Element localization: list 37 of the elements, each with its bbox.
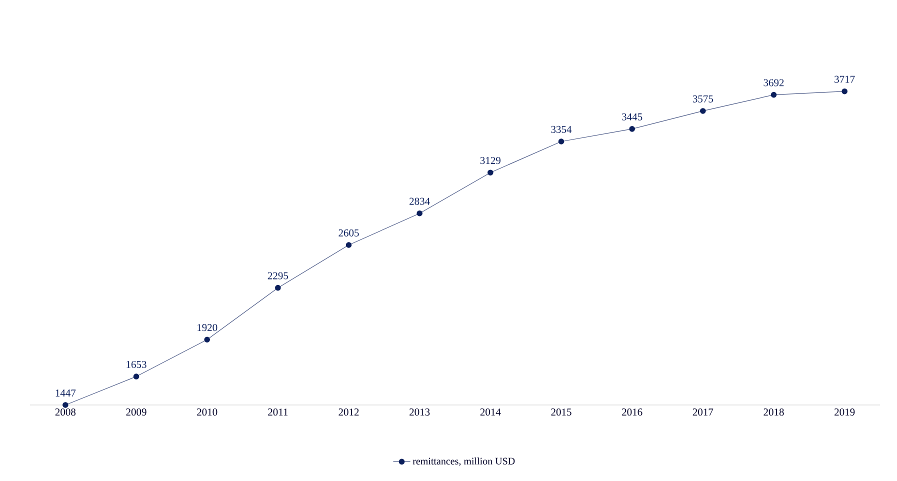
x-tick-label: 2018 [764, 408, 784, 416]
point [416, 210, 422, 216]
x-tick-label: 2013 [410, 408, 430, 416]
x-tick-label: 2012 [338, 408, 359, 416]
point [629, 126, 635, 132]
data-label: 2834 [410, 198, 430, 205]
x-tick-label: 2015 [551, 408, 572, 416]
data-label: 1653 [126, 360, 146, 368]
data-label: 1920 [198, 324, 218, 332]
x-tick-label: 2017 [692, 408, 714, 416]
x-tick-label: 2009 [126, 408, 146, 416]
x-tick-label: 2016 [622, 408, 642, 416]
data-label: 3575 [692, 95, 713, 102]
x-tick-label: 2010 [197, 408, 218, 416]
x-tick-label: 2008 [55, 408, 76, 416]
point [133, 374, 140, 380]
point [275, 284, 281, 291]
data-label: 3692 [764, 79, 784, 86]
point [488, 170, 494, 176]
x-tick-label: 2019 [834, 408, 855, 416]
point [558, 138, 564, 144]
data-label: 3129 [480, 157, 500, 164]
data-label: 3354 [551, 126, 572, 133]
point [700, 108, 706, 114]
x-tick-label: 2011 [268, 408, 288, 416]
point [842, 88, 848, 94]
x-tick-label: 2014 [480, 408, 501, 416]
point [346, 242, 352, 248]
point [62, 402, 68, 408]
data-label: 2295 [268, 272, 288, 280]
data-label: 3445 [622, 113, 642, 120]
data-label: 3717 [834, 76, 855, 83]
data-label: 2605 [338, 229, 359, 236]
data-label: 1447 [56, 390, 76, 396]
legend-label: remittances, million USD [412, 457, 515, 466]
point [204, 336, 210, 343]
point [770, 92, 777, 98]
